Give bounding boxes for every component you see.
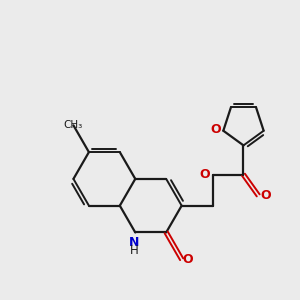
- Text: CH₃: CH₃: [64, 120, 83, 130]
- Text: O: O: [183, 253, 194, 266]
- Text: O: O: [199, 168, 210, 181]
- Text: N: N: [129, 236, 139, 249]
- Text: O: O: [260, 189, 271, 202]
- Text: H: H: [129, 244, 138, 257]
- Text: O: O: [211, 123, 221, 136]
